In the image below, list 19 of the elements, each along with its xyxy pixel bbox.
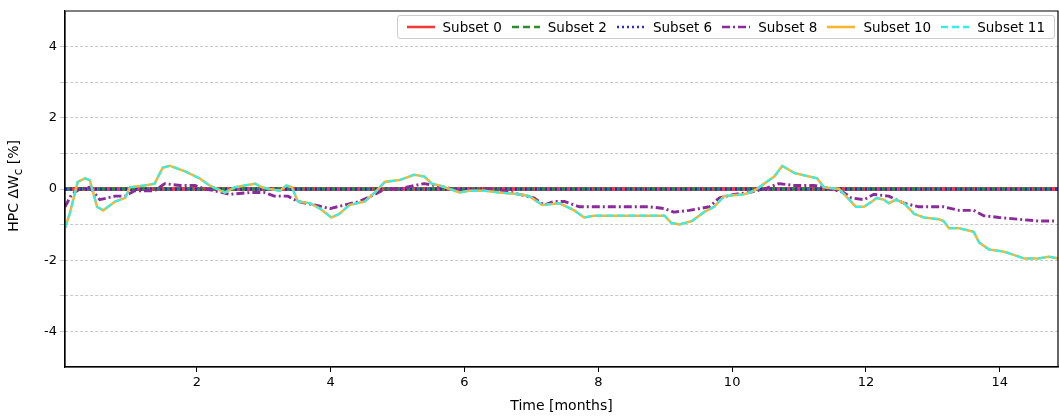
legend-label: Subset 0	[442, 19, 502, 35]
x-tick-label: 14	[991, 374, 1009, 390]
legend-label: Subset 6	[652, 19, 713, 35]
y-tick-label: 2	[48, 109, 57, 125]
y-tick-label: 0	[48, 180, 57, 196]
x-tick-label: 6	[460, 374, 469, 390]
x-tick-label: 2	[192, 374, 201, 390]
y-tick-label: 4	[48, 37, 57, 53]
y-tick-label: -2	[44, 251, 57, 267]
x-tick-label: 4	[326, 374, 335, 390]
x-tick-label: 8	[594, 374, 603, 390]
y-tick-label: -4	[44, 322, 57, 338]
legend-label: Subset 11	[977, 19, 1045, 35]
legend-label: Subset 8	[758, 19, 818, 35]
legend-label: Subset 2	[547, 19, 607, 35]
legend-label: Subset 10	[863, 19, 932, 35]
x-tick-label: 12	[857, 374, 875, 390]
x-axis-title: Time [months]	[509, 397, 613, 414]
x-tick-label: 10	[723, 374, 741, 390]
